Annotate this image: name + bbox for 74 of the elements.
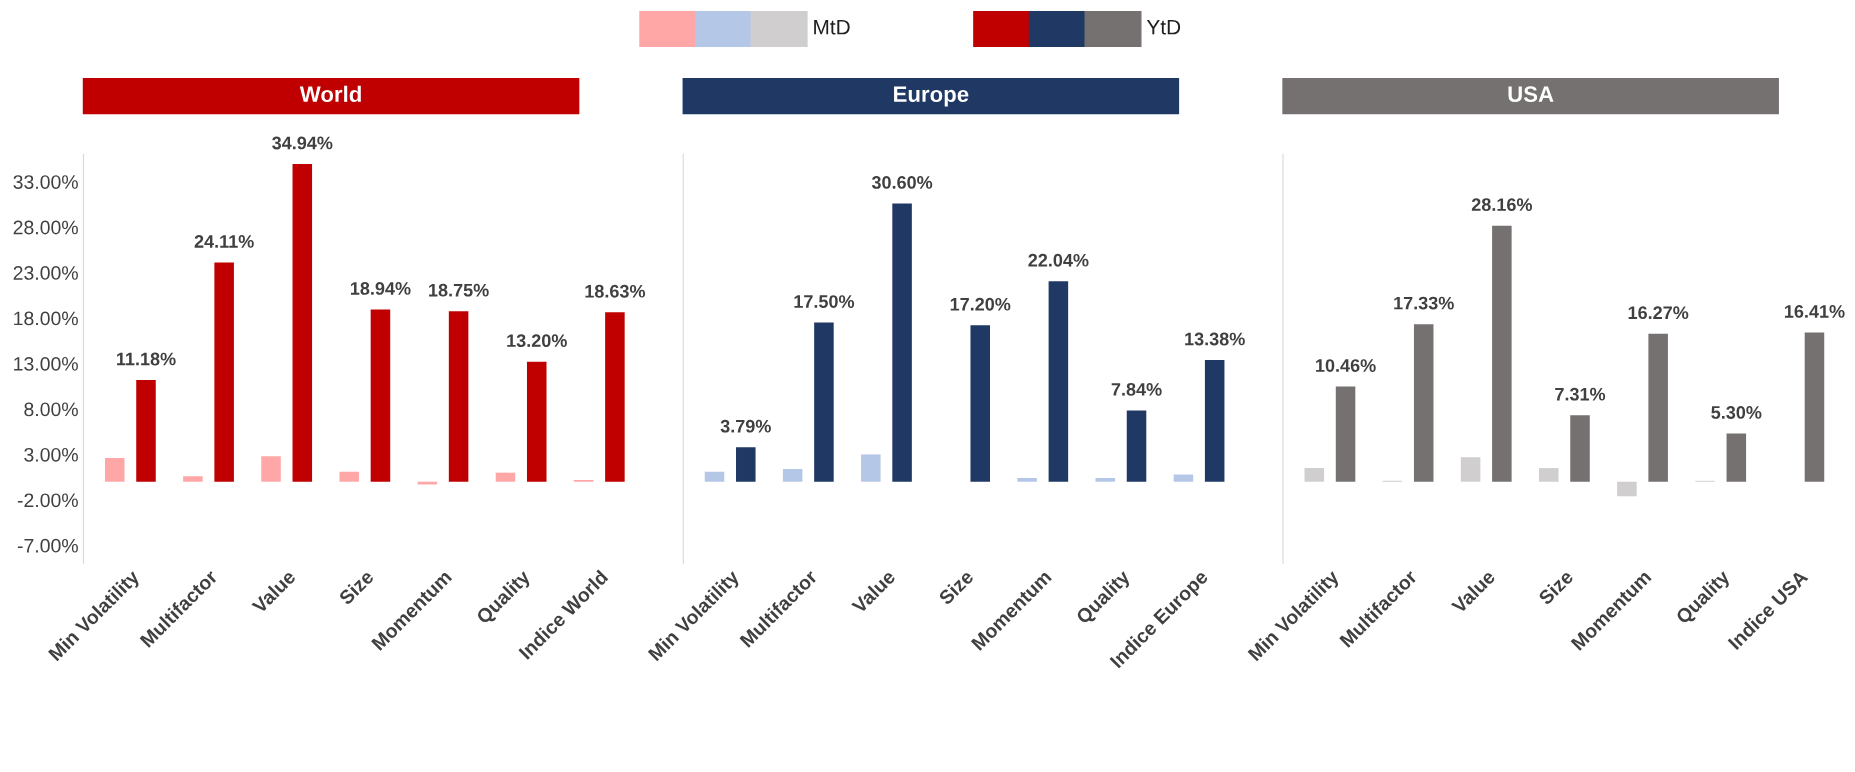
data-label: 11.18% <box>117 352 176 366</box>
bar <box>1492 225 1512 482</box>
chart-title: Europe <box>894 86 969 107</box>
data-label: 7.84% <box>1111 382 1162 396</box>
data-label: 3.79% <box>720 419 771 433</box>
bar <box>214 262 234 482</box>
data-label: 34.94% <box>272 136 333 150</box>
bar <box>1726 433 1747 482</box>
bar <box>495 472 516 482</box>
data-label: 30.60% <box>871 176 933 189</box>
data-label: 7.31% <box>1555 387 1606 401</box>
bar <box>892 203 912 482</box>
bar <box>526 361 547 482</box>
data-label: 13.20% <box>507 334 567 348</box>
data-label: 13.38% <box>1185 332 1245 346</box>
data-label: 28.16% <box>1471 198 1533 211</box>
bar <box>1204 360 1225 482</box>
bar <box>370 309 391 482</box>
bar <box>1648 333 1668 482</box>
data-label: 17.20% <box>950 297 1011 311</box>
bar <box>104 458 125 482</box>
bar <box>1570 415 1590 482</box>
y-tick-label: 3.00% <box>24 447 78 462</box>
bar <box>1617 481 1637 497</box>
data-label: 16.27% <box>1628 306 1689 320</box>
legend-label: MtD <box>814 20 850 35</box>
chart-title: World <box>299 85 361 103</box>
y-tick-label: 13.00% <box>14 356 78 371</box>
bar <box>704 471 725 482</box>
bar <box>183 476 203 482</box>
y-tick-label: 33.00% <box>13 175 78 189</box>
y-tick-label: 28.00% <box>13 220 78 235</box>
x-tick-label: Size <box>337 568 375 606</box>
data-label: 24.11% <box>194 235 254 248</box>
bar <box>292 164 313 482</box>
bar <box>736 447 756 482</box>
bar <box>1095 478 1116 482</box>
bar <box>1460 457 1481 482</box>
bar <box>1413 324 1434 482</box>
x-tick-label: Size <box>937 568 975 606</box>
data-label: 18.75% <box>429 283 489 297</box>
bar <box>1804 332 1825 482</box>
legend-label: YtD <box>1146 20 1181 35</box>
bar <box>339 471 359 482</box>
bar <box>861 454 881 482</box>
bar <box>782 469 803 482</box>
bar <box>814 322 834 482</box>
data-label: 16.41% <box>1784 305 1845 318</box>
data-label: 22.04% <box>1028 253 1089 267</box>
x-tick-label: Size <box>1537 568 1575 606</box>
data-label: 17.50% <box>794 295 855 308</box>
bar <box>605 312 625 482</box>
bar <box>1538 468 1559 482</box>
bar <box>1048 281 1069 482</box>
data-label: 5.30% <box>1711 406 1762 419</box>
data-label: 18.63% <box>585 284 646 298</box>
bar <box>970 325 990 482</box>
bar <box>261 456 281 482</box>
bar <box>1017 478 1037 482</box>
bar <box>1304 468 1325 482</box>
chart-title: USA <box>1508 86 1554 103</box>
bar <box>1173 474 1194 482</box>
y-tick-label: -7.00% <box>17 538 78 553</box>
y-tick-label: 8.00% <box>24 402 78 417</box>
bar <box>1335 386 1356 482</box>
bar <box>1126 410 1147 482</box>
data-label: 17.33% <box>1394 296 1454 310</box>
data-label: 18.94% <box>350 282 411 295</box>
data-label: 10.46% <box>1316 359 1376 372</box>
y-tick-label: -2.00% <box>17 493 78 508</box>
bar <box>448 311 469 482</box>
y-tick-label: 18.00% <box>14 311 78 326</box>
bar <box>136 380 156 482</box>
y-tick-label: 23.00% <box>13 266 78 280</box>
